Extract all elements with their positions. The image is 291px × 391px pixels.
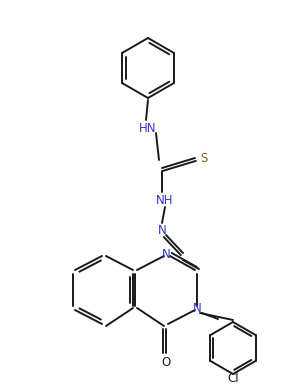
Text: N: N [193,301,201,314]
Text: O: O [162,357,171,369]
Text: HN: HN [139,122,157,135]
Text: N: N [158,224,166,237]
Text: N: N [162,248,170,260]
Text: NH: NH [156,194,174,206]
Text: Cl: Cl [227,373,239,386]
Text: S: S [200,151,208,165]
